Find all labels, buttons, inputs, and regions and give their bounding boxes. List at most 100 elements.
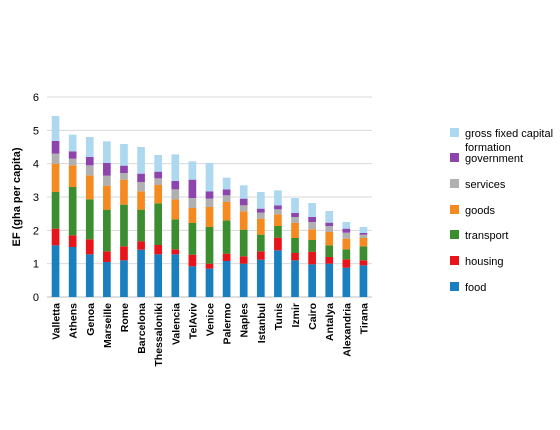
x-tick-label: Alexandria (341, 303, 353, 357)
bar-segment-food (274, 250, 282, 297)
bar-segment-gross-fixed-capital-formation (325, 211, 334, 223)
bar-segment-government (342, 228, 351, 233)
bar-segment-transport (137, 209, 145, 242)
bar-segment-services (85, 165, 94, 176)
bar-segment-goods (274, 214, 282, 226)
bar-segment-transport (308, 240, 316, 252)
bar-segment-housing (256, 251, 265, 260)
y-tick-label: 6 (33, 92, 39, 104)
y-tick-label: 5 (33, 125, 39, 137)
bar-segment-goods (291, 223, 299, 238)
bar-segment-government (291, 213, 299, 217)
bar-segment-services (137, 182, 145, 192)
bar-segment-transport (239, 229, 248, 257)
bar-segment-gross-fixed-capital-formation (188, 161, 197, 180)
bar-segment-services (342, 232, 351, 239)
x-tick-label: Valletta (51, 303, 63, 340)
bar-segment-housing (205, 263, 214, 269)
bar-segment-goods (359, 238, 368, 247)
bar-segment-housing (137, 241, 145, 250)
bar-segment-food (137, 249, 145, 297)
bar-segment-food (291, 260, 299, 297)
bar-segment-services (291, 217, 299, 223)
legend-swatch (450, 256, 459, 265)
bar-segment-government (308, 217, 316, 222)
y-tick-label: 0 (33, 292, 39, 304)
bar-segment-transport (342, 249, 351, 260)
bar-segment-gross-fixed-capital-formation (85, 137, 94, 157)
bar-segment-transport (103, 209, 111, 252)
bar-segment-government (154, 171, 163, 179)
bar-segment-housing (171, 249, 180, 255)
bar-segment-services (256, 212, 265, 219)
legend-swatch (450, 153, 459, 162)
bar-segment-transport (222, 220, 231, 254)
bar-segment-transport (120, 204, 128, 247)
bar-segment-goods (103, 185, 111, 210)
bar-segment-housing (325, 257, 334, 264)
x-tick-label: Naples (239, 303, 251, 338)
bar-segment-goods (137, 191, 145, 210)
bar-segment-housing (68, 235, 77, 247)
bar-segment-food (359, 265, 368, 297)
bar-segment-food (103, 262, 111, 297)
bar-segment-gross-fixed-capital-formation (274, 190, 282, 206)
x-tick-label: Thessaloniki (153, 303, 165, 367)
x-tick-label: Marseille (102, 303, 114, 348)
bar-segment-gross-fixed-capital-formation (68, 134, 77, 152)
bar-segment-services (325, 226, 334, 232)
bar-segment-housing (308, 251, 316, 265)
bar-segment-services (239, 205, 248, 212)
bar-segment-transport (205, 227, 214, 264)
x-tick-label: Tunis (273, 303, 285, 330)
legend-label: services (465, 179, 506, 191)
bar-segment-housing (120, 246, 128, 261)
bar-segment-housing (154, 245, 163, 255)
bar-segment-services (154, 178, 163, 185)
legend-label: food (465, 282, 486, 294)
bar-segment-housing (274, 237, 282, 251)
bar-segment-transport (154, 203, 163, 245)
x-tick-label: TelAviv (187, 303, 199, 339)
bar-segment-services (359, 234, 368, 238)
bar-segment-food (120, 260, 128, 297)
bar-segment-housing (51, 228, 60, 246)
bar-segment-gross-fixed-capital-formation (342, 222, 351, 229)
bar-segment-government (239, 198, 248, 206)
bar-segment-gross-fixed-capital-formation (137, 147, 145, 174)
bar-segment-goods (51, 163, 60, 192)
legend-swatch (450, 205, 459, 214)
legend-label: gross fixed capital formation (465, 128, 553, 154)
bar-segment-gross-fixed-capital-formation (239, 185, 248, 199)
y-tick-label: 1 (33, 259, 39, 271)
bar-segment-government (256, 208, 265, 213)
bar-segment-services (188, 198, 197, 208)
bar-segment-transport (51, 192, 60, 229)
bar-segment-services (103, 175, 111, 186)
bar-segment-gross-fixed-capital-formation (205, 163, 214, 192)
bar-segment-housing (359, 260, 368, 266)
x-tick-label: Palermo (222, 303, 234, 344)
x-tick-label: Antalya (324, 303, 336, 341)
bar-segment-transport (291, 238, 299, 253)
bar-segment-government (103, 163, 111, 176)
x-tick-label: Athens (68, 303, 80, 339)
x-tick-label: Izmir (290, 303, 302, 328)
bar-segment-goods (68, 165, 77, 187)
bar-segment-goods (171, 199, 180, 220)
legend-swatch (450, 282, 459, 291)
bar-segment-transport (325, 245, 334, 257)
bar-segment-goods (239, 211, 248, 230)
bar-segment-government (85, 157, 94, 166)
bar-segment-food (85, 254, 94, 297)
bar-segment-food (239, 263, 248, 297)
bar-segment-services (51, 153, 60, 164)
bar-segment-housing (239, 256, 248, 264)
y-tick-label: 2 (33, 225, 39, 237)
bar-segment-goods (205, 207, 214, 227)
bar-segment-services (68, 158, 77, 166)
legend-label: transport (465, 230, 508, 242)
bar-segment-food (51, 245, 60, 297)
